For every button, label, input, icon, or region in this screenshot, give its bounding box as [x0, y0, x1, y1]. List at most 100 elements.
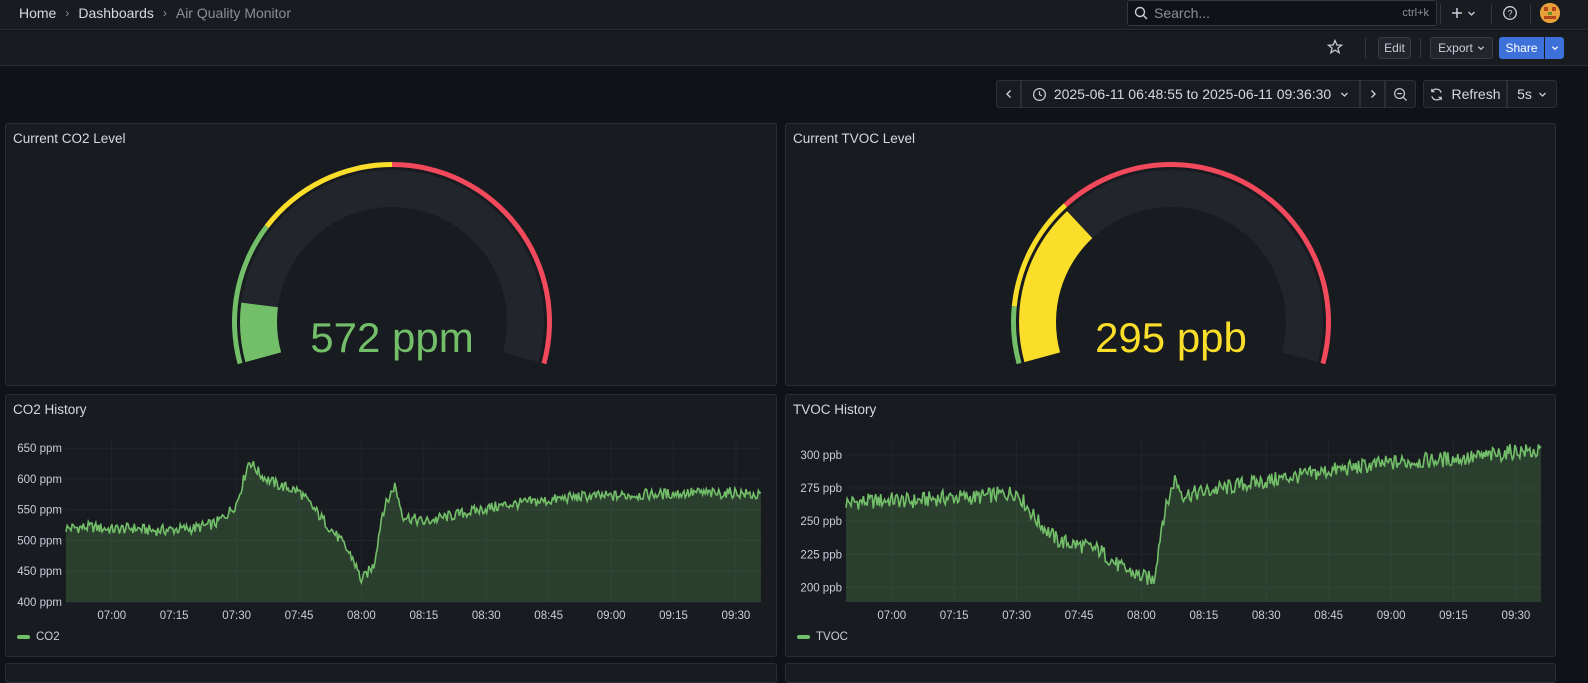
lower-panel — [5, 663, 777, 683]
chevron-down-icon — [1551, 46, 1558, 51]
x-tick-label: 09:30 — [722, 610, 751, 622]
legend-label: TVOC — [816, 631, 848, 643]
x-tick-label: 08:45 — [1314, 610, 1343, 622]
gauge-threshold-green — [1011, 305, 1022, 365]
time-range-label: 2025-06-11 06:48:55 to 2025-06-11 09:36:… — [1053, 86, 1332, 102]
user-avatar-icon — [1540, 3, 1560, 23]
refresh-label: Refresh — [1451, 86, 1501, 102]
search-shortcut: ctrl+k — [1402, 7, 1429, 19]
divider — [1530, 4, 1531, 24]
x-tick-label: 07:30 — [222, 610, 251, 622]
breadcrumb-current: Air Quality Monitor — [175, 5, 292, 21]
breadcrumb-home[interactable]: Home — [19, 5, 57, 21]
gauge-threshold-green — [232, 224, 269, 365]
search-placeholder: Search... — [1154, 5, 1211, 21]
help-button[interactable]: ? — [1502, 4, 1518, 22]
star-icon[interactable] — [1327, 39, 1343, 55]
chevron-right-icon — [1370, 90, 1376, 98]
share-menu-button[interactable] — [1545, 37, 1564, 59]
divider — [1440, 4, 1441, 24]
share-button[interactable]: Share — [1499, 37, 1544, 59]
x-tick-label: 07:45 — [285, 610, 314, 622]
zoom-out-button[interactable] — [1385, 80, 1416, 108]
edit-button[interactable]: Edit — [1378, 37, 1411, 59]
export-button[interactable]: Export — [1430, 37, 1493, 59]
plus-icon — [1452, 8, 1462, 18]
help-icon: ? — [1503, 6, 1517, 20]
legend-swatch — [17, 635, 30, 639]
tvoc-history-chart: 200 ppb 225 ppb 250 ppb 275 ppb 300 ppb 07:00… — [800, 439, 1543, 622]
x-tick-label: 08:15 — [409, 610, 438, 622]
lower-panel — [785, 663, 1556, 683]
x-tick-label: 07:15 — [160, 610, 189, 622]
y-tick-label: 450 ppm — [17, 566, 62, 578]
x-tick-label: 08:15 — [1189, 610, 1218, 622]
legend-item-tvoc[interactable]: TVOC — [797, 631, 848, 643]
co2-gauge — [232, 162, 552, 365]
panel-title: Current TVOC Level — [793, 131, 916, 146]
co2-history-panel[interactable]: CO2 History 400 ppm 450 ppm 500 ppm 550 ppm… — [5, 394, 777, 657]
y-tick-label: 550 ppm — [17, 505, 62, 517]
gauge-value-bar — [239, 302, 282, 363]
refresh-button[interactable]: Refresh — [1423, 80, 1507, 108]
refresh-interval-label: 5s — [1517, 86, 1532, 102]
y-tick-label: 650 ppm — [17, 443, 62, 455]
avatar[interactable] — [1540, 3, 1560, 23]
divider — [1420, 38, 1421, 58]
co2-history-chart: 400 ppm 450 ppm 500 ppm 550 ppm 600 ppm 650 p… — [17, 439, 763, 622]
x-tick-label: 09:15 — [1439, 610, 1468, 622]
series-line-co2 — [65, 460, 762, 586]
gauge-threshold-yellow — [264, 162, 392, 228]
y-tick-label: 275 ppb — [800, 483, 842, 495]
chevron-down-icon — [1468, 11, 1475, 16]
dashboard-toolbar: Edit Export Share — [0, 31, 1588, 66]
new-menu-button[interactable] — [1450, 4, 1476, 22]
svg-text:?: ? — [1507, 9, 1512, 19]
x-tick-label: 07:00 — [877, 610, 906, 622]
top-bar: Home › Dashboards › Air Quality Monitor … — [0, 0, 1588, 30]
x-tick-label: 08:30 — [472, 610, 501, 622]
breadcrumb-dashboards[interactable]: Dashboards — [78, 5, 154, 21]
chevron-down-icon — [1477, 46, 1484, 51]
divider — [1365, 38, 1366, 58]
time-range-forward-button[interactable] — [1360, 80, 1385, 108]
chevron-down-icon — [1341, 92, 1349, 97]
tvoc-gauge-panel[interactable]: Current TVOC Level 295 ppb — [785, 123, 1556, 386]
tvoc-gauge — [1011, 162, 1331, 365]
gauge-track — [240, 170, 544, 363]
refresh-interval-select[interactable]: 5s — [1507, 80, 1557, 108]
panel-title: CO2 History — [13, 402, 87, 417]
y-tick-label: 225 ppb — [800, 549, 842, 561]
breadcrumb: Home › Dashboards › Air Quality Monitor — [19, 5, 291, 21]
time-range-back-button[interactable] — [996, 80, 1021, 108]
legend-swatch — [797, 635, 810, 639]
series-area-co2 — [66, 461, 761, 602]
legend-item-co2[interactable]: CO2 — [17, 631, 60, 643]
tvoc-history-panel[interactable]: TVOC History 200 ppb 225 ppb 250 ppb 275 pp… — [785, 394, 1556, 657]
co2-gauge-panel[interactable]: Current CO2 Level 572 ppm — [5, 123, 777, 386]
x-tick-label: 09:30 — [1502, 610, 1531, 622]
y-tick-label: 500 ppm — [17, 535, 62, 547]
chevron-right-icon: › — [65, 6, 70, 20]
panel-title: TVOC History — [793, 402, 877, 417]
x-tick-label: 08:45 — [534, 610, 563, 622]
chevron-right-icon: › — [162, 6, 167, 20]
series-line-tvoc — [845, 443, 1542, 585]
gauge-value: 295 ppb — [1095, 314, 1247, 361]
gauge-threshold-yellow — [1011, 203, 1068, 307]
x-tick-label: 09:15 — [659, 610, 688, 622]
time-range-picker[interactable]: 2025-06-11 06:48:55 to 2025-06-11 09:36:… — [1021, 80, 1360, 108]
y-tick-label: 400 ppm — [17, 597, 62, 609]
zoom-out-icon — [1394, 87, 1408, 101]
y-tick-label: 300 ppb — [800, 450, 842, 462]
x-tick-label: 08:00 — [347, 610, 376, 622]
refresh-icon — [1431, 87, 1443, 101]
y-tick-label: 250 ppb — [800, 516, 842, 528]
x-tick-label: 07:45 — [1065, 610, 1094, 622]
chevron-down-icon — [1538, 92, 1546, 97]
divider — [1491, 4, 1492, 24]
x-tick-label: 09:00 — [597, 610, 626, 622]
search-input[interactable]: Search... ctrl+k — [1127, 0, 1437, 26]
x-tick-label: 07:00 — [97, 610, 126, 622]
x-tick-label: 09:00 — [1377, 610, 1406, 622]
